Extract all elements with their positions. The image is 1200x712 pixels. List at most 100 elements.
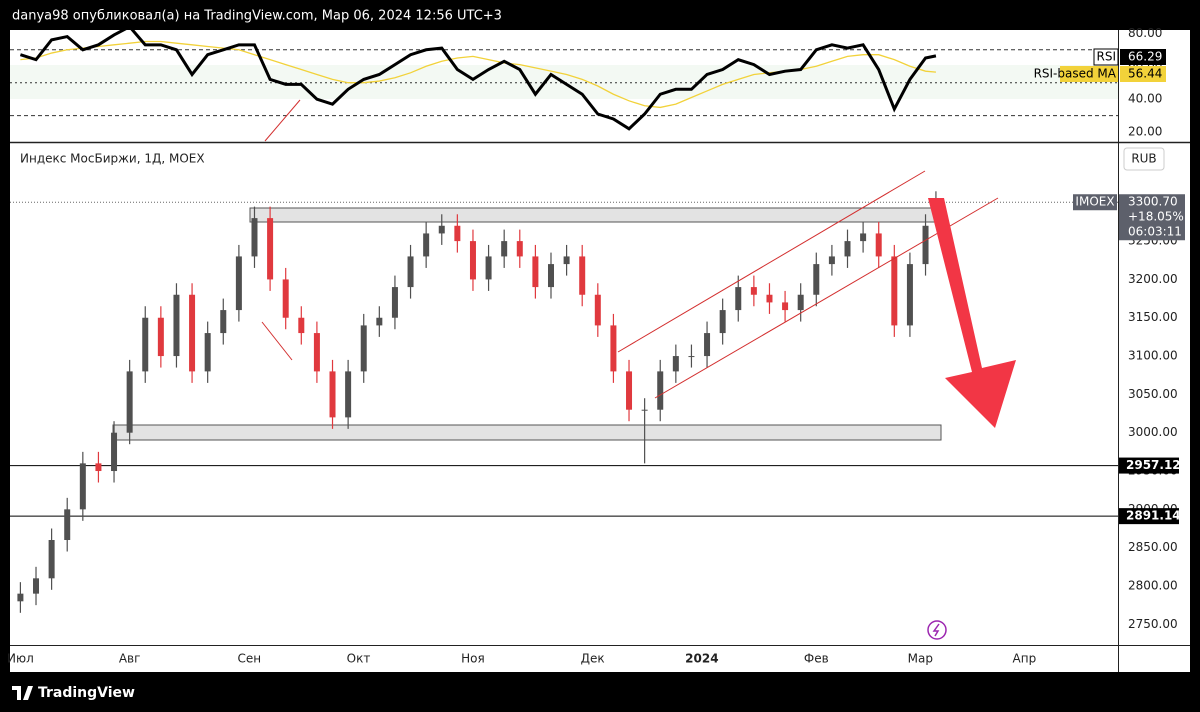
chart-panel: [10, 30, 1190, 672]
candle-body: [423, 233, 430, 257]
candle-body: [844, 241, 851, 257]
candle-body: [672, 356, 679, 372]
rsi-value-box: [1120, 49, 1166, 65]
candle-body: [391, 287, 398, 318]
candle-body: [345, 371, 352, 418]
footer: [0, 672, 1200, 712]
candle-body: [204, 333, 211, 372]
candle-body: [220, 310, 227, 334]
candle-body: [719, 310, 726, 334]
candle-body: [454, 225, 461, 242]
rsi-name: RSI-based MA: [1034, 67, 1117, 81]
candle-body: [501, 241, 508, 257]
x-tick-label: Авг: [119, 652, 141, 666]
candle-body: [157, 317, 164, 357]
price-line-label: 2957.12: [1126, 458, 1181, 472]
price-line-box: [1119, 457, 1179, 474]
candle-body: [111, 432, 118, 472]
y-tick-label: 2750.00: [1128, 617, 1178, 631]
x-tick-label: Апр: [1013, 652, 1037, 666]
price-line-label: 2891.14: [1126, 509, 1181, 523]
candle-body: [891, 256, 898, 326]
x-tick-label: Июл: [7, 652, 34, 666]
candle-body: [79, 463, 86, 510]
price-line-box: [1119, 508, 1179, 525]
candle-body: [313, 333, 320, 372]
candle-body: [173, 294, 180, 357]
rsi-trend-line: [264, 99, 301, 142]
candle-body: [626, 371, 633, 410]
candle-body: [688, 356, 695, 358]
candle-body: [657, 371, 664, 410]
candle-body: [704, 333, 711, 357]
rsi-value: 56.44: [1128, 67, 1162, 81]
last-change-label: +18.05%: [1128, 210, 1184, 224]
main-pane: [10, 191, 1118, 613]
candle-body: [64, 509, 71, 541]
support-zone: [112, 424, 942, 441]
channel-upper: [617, 170, 926, 353]
candle-body: [407, 256, 414, 288]
candle-body: [360, 325, 367, 372]
candle-body: [329, 371, 336, 418]
trend-line: [261, 321, 293, 361]
footer-logo: [12, 686, 33, 700]
rsi-value: 66.29: [1128, 50, 1162, 64]
candle-body: [579, 256, 586, 295]
y-tick-label: 3050.00: [1128, 387, 1178, 401]
candle-body: [95, 463, 102, 472]
y-tick-label: 3200.00: [1128, 272, 1178, 286]
candle-body: [766, 294, 773, 303]
candle-body: [235, 256, 242, 311]
candle-body: [547, 264, 554, 288]
candle-body: [251, 218, 258, 257]
candle-body: [376, 317, 383, 326]
x-tick-label: Окт: [347, 652, 371, 666]
candle-body: [594, 294, 601, 326]
currency: RUB: [1131, 152, 1156, 166]
candle-body: [298, 317, 305, 334]
rsi-name: RSI: [1097, 50, 1117, 64]
symbol-label: IMOEX: [1075, 195, 1114, 209]
rsi-name-box: [1060, 66, 1118, 82]
x-tick-label: Фев: [804, 652, 829, 666]
candle-body: [828, 256, 835, 265]
rsi-line: [19, 30, 937, 131]
rsi-tick-label: 40.00: [1128, 92, 1162, 106]
candle-body: [860, 233, 867, 242]
event-icon-bolt: [932, 623, 940, 637]
candle-body: [33, 578, 40, 594]
rsi-pane: [10, 30, 1118, 131]
rsi-value-box: [1120, 66, 1166, 82]
footer-brand: TradingView: [38, 685, 135, 701]
y-tick-label: 2800.00: [1128, 578, 1178, 592]
candle-body: [142, 317, 149, 372]
candle-body: [782, 302, 789, 311]
header-text: danya98 опубликовал(а) на TradingView.co…: [12, 9, 502, 24]
candle-body: [610, 325, 617, 372]
candle-body: [282, 279, 289, 318]
candle-body: [126, 371, 133, 433]
x-tick-label: Мар: [908, 652, 933, 666]
candle-body: [532, 256, 539, 288]
candle-body: [641, 409, 648, 411]
candle-body: [469, 241, 476, 280]
x-tick-label: Ноя: [461, 652, 485, 666]
rsi-tick-label: 20.00: [1128, 125, 1162, 139]
candle-body: [922, 225, 929, 265]
event-icon: [927, 620, 947, 640]
candle-body: [906, 264, 913, 326]
y-tick-label: 3150.00: [1128, 310, 1178, 324]
candle-body: [48, 540, 55, 579]
candle-body: [438, 225, 445, 234]
rsi-name-box: [1093, 48, 1119, 66]
pane-title: Индекс МосБиржи, 1Д, MOEX: [20, 152, 205, 166]
currency-box: [1123, 147, 1165, 171]
candle-body: [735, 287, 742, 311]
y-tick-label: 3100.00: [1128, 349, 1178, 363]
down-arrow: [928, 198, 1016, 428]
rsi-tick-label: 80.00: [1128, 26, 1162, 40]
candle-body: [813, 264, 820, 295]
